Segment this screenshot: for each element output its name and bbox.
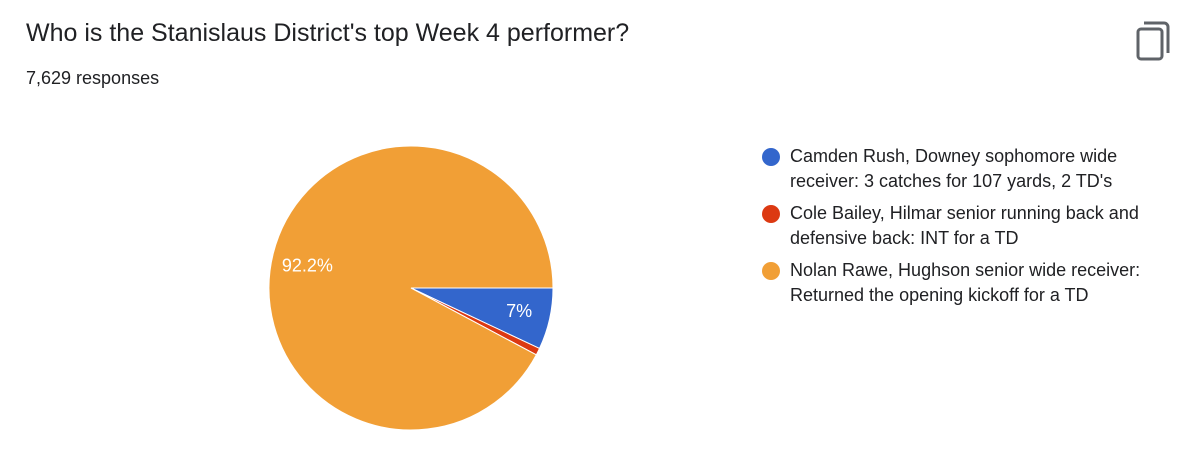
slice-label: 92.2%	[282, 255, 333, 275]
legend-item-camden-rush: Camden Rush, Downey sophomore wide recei…	[762, 144, 1142, 194]
pie-chart: 7% 92.2%	[268, 145, 554, 431]
legend-item-nolan-rawe: Nolan Rawe, Hughson senior wide receiver…	[762, 258, 1142, 308]
slice-label: 7%	[506, 301, 532, 321]
legend-label: Nolan Rawe, Hughson senior wide receiver…	[790, 260, 1141, 305]
legend-label: Cole Bailey, Hilmar senior running back …	[790, 203, 1139, 248]
legend-label: Camden Rush, Downey sophomore wide recei…	[790, 146, 1118, 191]
legend-swatch	[762, 262, 780, 280]
legend-item-cole-bailey: Cole Bailey, Hilmar senior running back …	[762, 201, 1142, 251]
chart-legend: Camden Rush, Downey sophomore wide recei…	[762, 144, 1142, 315]
copy-icon[interactable]	[1130, 18, 1174, 62]
slice-nolan-rawe	[268, 145, 554, 431]
chart-title: Who is the Stanislaus District's top Wee…	[26, 19, 630, 47]
legend-swatch	[762, 205, 780, 223]
legend-swatch	[762, 148, 780, 166]
response-count: 7,629 responses	[26, 68, 160, 88]
